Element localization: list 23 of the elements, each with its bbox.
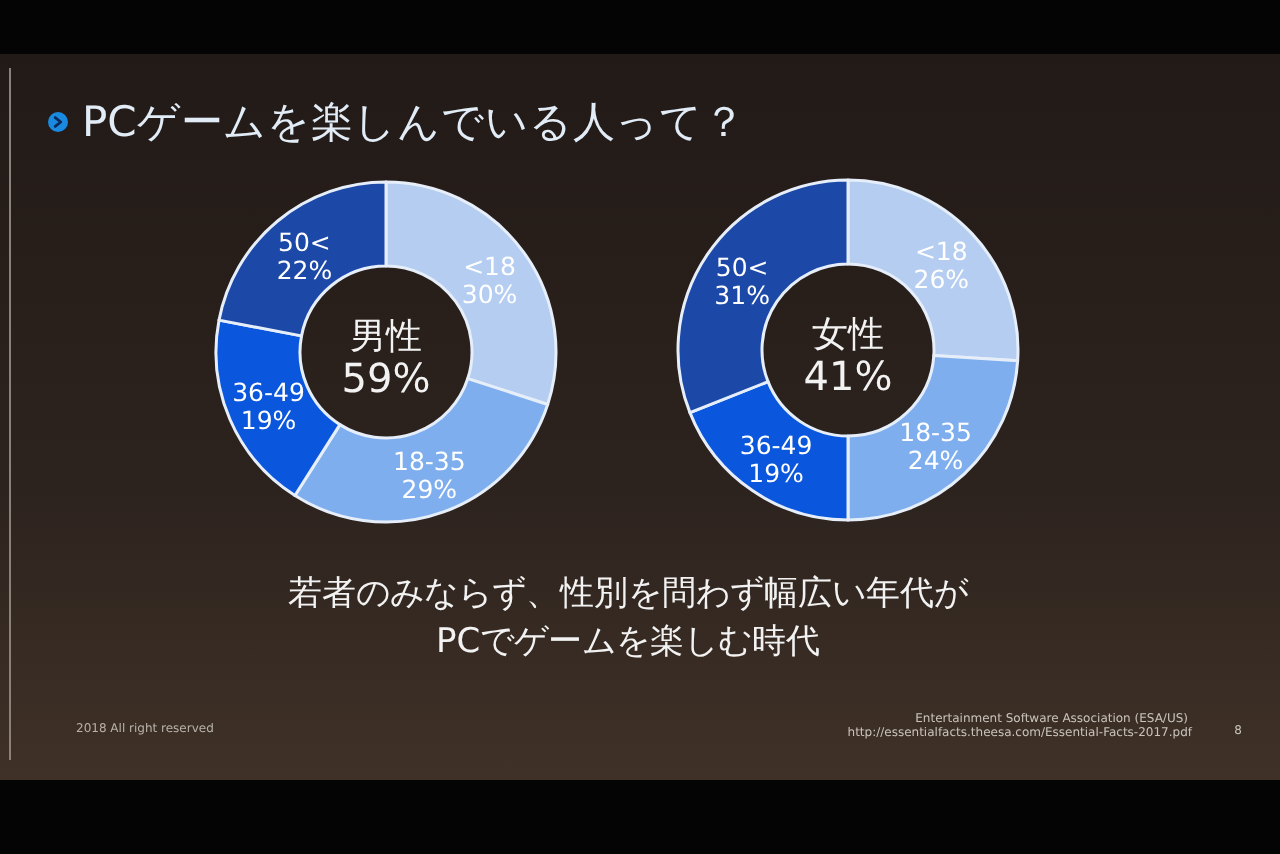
text: 59% (341, 354, 431, 402)
slice-label: 18-35 (393, 446, 466, 477)
data-label: 31% (714, 280, 771, 311)
data-label: 24% (907, 445, 964, 476)
data-label: 30% (461, 278, 518, 309)
slice-label: 36-49 (232, 376, 305, 407)
slice-label: 50< (278, 227, 331, 258)
slice-label: 50< (715, 252, 769, 283)
slice-label: <18 (463, 250, 517, 281)
data-label: 26% (913, 264, 970, 295)
text: 若者のみならず、性別を問わず幅広い年代が (288, 574, 970, 614)
data-label: 19% (240, 404, 297, 435)
data-label: 19% (748, 457, 805, 488)
data-label: 29% (401, 474, 458, 505)
slice-label: <18 (914, 236, 968, 267)
data-label: 22% (276, 255, 333, 286)
text: 男性 (350, 316, 422, 358)
text: PCでゲームを楽しむ時代 (435, 622, 821, 662)
slice-label: 36-49 (739, 429, 813, 460)
text: 41% (803, 352, 893, 400)
text: 女性 (812, 314, 884, 356)
text: PCゲームを楽しんでいる人って？ (82, 98, 745, 146)
slice-label: 18-35 (899, 417, 972, 448)
